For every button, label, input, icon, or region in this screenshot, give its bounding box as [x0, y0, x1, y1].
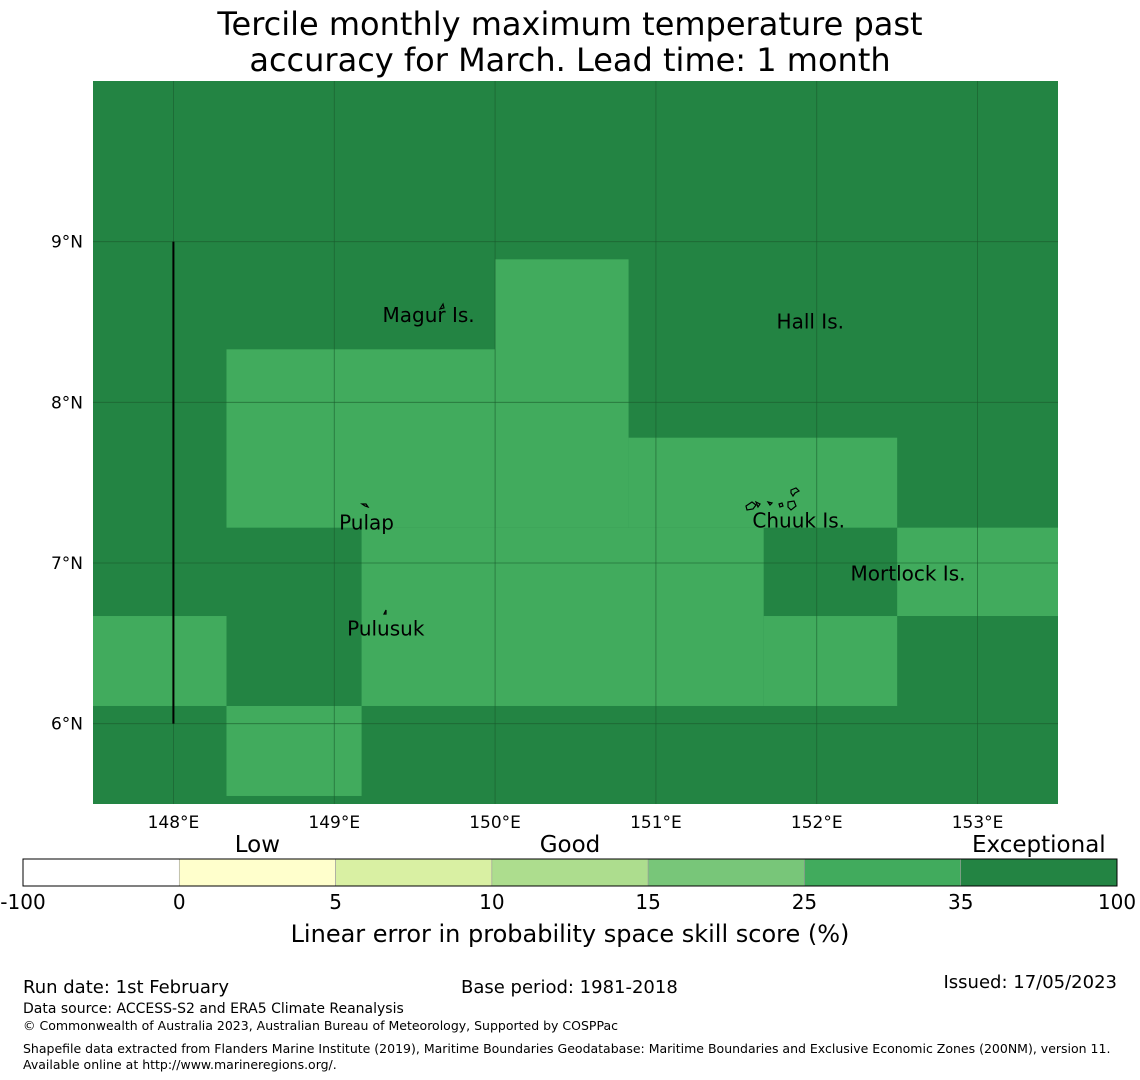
chuuk-island-outline — [778, 502, 784, 508]
colorbar-bin — [804, 858, 962, 887]
place-label: Pulap — [339, 510, 394, 534]
longitude-tick-label: 149°E — [308, 813, 360, 833]
magur-island-outline — [438, 302, 445, 310]
chuuk-island-outline — [745, 501, 757, 511]
issued-date: Issued: 17/05/2023 — [943, 972, 1117, 993]
skill-cell — [93, 616, 227, 706]
skill-cell — [628, 437, 898, 528]
colorbar-tick-label: 0 — [173, 890, 186, 914]
latitude-labels: 9°N 8°N 7°N 6°N — [51, 233, 83, 735]
data-source: Data source: ACCESS-S2 and ERA5 Climate … — [23, 1001, 404, 1017]
colorbar-tick-label: 10 — [479, 890, 504, 914]
skill-cell — [763, 616, 898, 706]
colorbar-category-labels: Low Good Exceptional — [235, 832, 1106, 858]
map-title: Tercile monthly maximum temperature past… — [0, 6, 1140, 78]
colorbar: Low Good Exceptional -100 0 5 10 15 25 35 100 Lin… — [0, 832, 1136, 948]
place-label: Magur Is. — [383, 303, 475, 327]
longitude-tick-label: 148°E — [148, 813, 200, 833]
colorbar-bin — [647, 858, 805, 887]
skill-cells — [93, 259, 1058, 796]
pulap-island-outline — [360, 503, 370, 509]
colorbar-tick-label: 5 — [329, 890, 342, 914]
colorbar-bin — [335, 858, 493, 887]
longitude-labels: 148°E 149°E 150°E 151°E 152°E 153°E — [148, 813, 1004, 833]
skill-cell — [495, 259, 629, 528]
colorbar-axis-label: Linear error in probability space skill … — [291, 920, 850, 948]
copyright: © Commonwealth of Australia 2023, Austra… — [23, 1018, 618, 1033]
place-label: Chuuk Is. — [752, 509, 845, 533]
map-title-line-1: Tercile monthly maximum temperature past — [217, 5, 923, 43]
colorbar-bin — [178, 858, 336, 887]
shapefile-credit: Shapefile data extracted from Flanders M… — [23, 1041, 1111, 1072]
latitude-tick-label: 9°N — [51, 233, 83, 253]
skill-cell — [226, 705, 362, 796]
place-labels: Magur Is. Hall Is. Pulap Chuuk Is. Mortlock … — [339, 303, 965, 640]
latitude-tick-label: 7°N — [51, 554, 83, 574]
colorbar-tick-label: 35 — [948, 890, 973, 914]
chuuk-island-outline — [766, 501, 774, 506]
longitude-tick-label: 151°E — [630, 813, 682, 833]
colorbar-category-label: Low — [235, 832, 280, 858]
colorbar-tick-label: 100 — [1098, 890, 1136, 914]
colorbar-tick-label: 25 — [792, 890, 817, 914]
longitude-tick-label: 152°E — [791, 813, 843, 833]
colorbar-bin — [960, 858, 1118, 887]
latitude-tick-label: 8°N — [51, 393, 83, 413]
place-label: Hall Is. — [777, 309, 844, 333]
colorbar-tick-label: 15 — [635, 890, 660, 914]
longitude-tick-label: 150°E — [469, 813, 521, 833]
map-title-line-2: accuracy for March. Lead time: 1 month — [249, 41, 891, 79]
colorbar-tick-label: -100 — [0, 890, 45, 914]
colorbar-category-label: Exceptional — [972, 832, 1106, 858]
skill-cell — [226, 349, 496, 528]
chuuk-island-outline — [754, 500, 761, 509]
colorbar-bin — [22, 858, 180, 887]
place-label: Pulusuk — [347, 616, 425, 640]
place-label: Mortlock Is. — [851, 562, 966, 586]
colorbar-frame — [22, 858, 1118, 887]
longitude-tick-label: 153°E — [952, 813, 1004, 833]
base-period: Base period: 1981-2018 — [461, 977, 678, 998]
pulusuk-island-outline — [383, 609, 387, 615]
skill-cell — [361, 527, 764, 706]
colorbar-bins — [22, 858, 1118, 887]
run-date: Run date: 1st February — [23, 977, 229, 998]
island-outlines — [360, 302, 801, 615]
skill-map: 9°N 8°N 7°N 6°N 148°E 149°E 150°E 151°E 152°E 15… — [51, 81, 1058, 833]
colorbar-tick-labels: -100 0 5 10 15 25 35 100 — [0, 890, 1136, 914]
colorbar-category-label: Good — [540, 832, 601, 858]
chuuk-island-outline — [790, 487, 801, 498]
latitude-tick-label: 6°N — [51, 715, 83, 735]
chuuk-island-outline — [787, 500, 797, 511]
colorbar-bin — [491, 858, 649, 887]
